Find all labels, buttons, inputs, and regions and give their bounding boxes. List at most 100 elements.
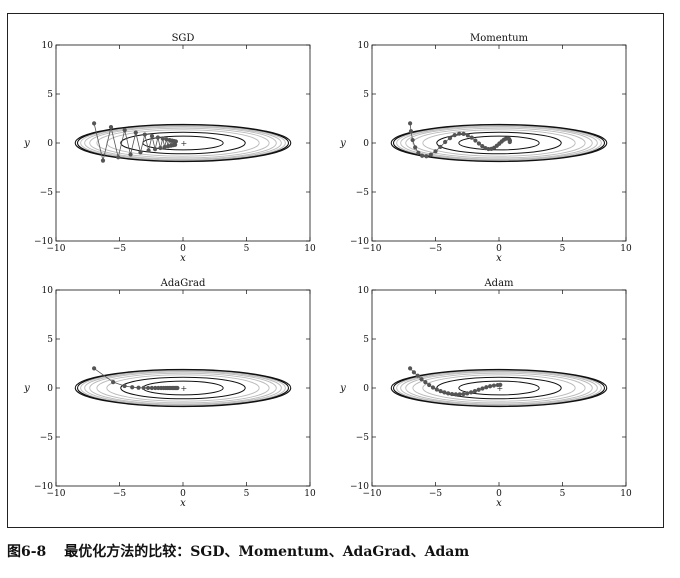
x-tick-label: −5 xyxy=(429,489,443,499)
optimizer-path-point xyxy=(173,142,178,147)
minimum-marker: + xyxy=(181,139,188,148)
optimizer-path-point xyxy=(410,137,415,143)
contour-line xyxy=(84,370,282,406)
optimizer-path-point xyxy=(145,385,151,391)
contour-line xyxy=(422,374,576,402)
figure-caption-text: 最优化方法的比较：SGD、Momentum、AdaGrad、Adam xyxy=(64,544,470,560)
x-axis-label: x xyxy=(496,498,502,509)
optimizer-path-point xyxy=(146,148,151,153)
y-axis-label: y xyxy=(23,383,30,394)
y-tick-label: −10 xyxy=(34,237,53,247)
optimizer-path-point xyxy=(434,387,439,392)
contour-lines xyxy=(390,368,608,408)
chart-panel-adam: + −10 −5 0 5 10 −10 −5 0 5 10 Adam x y xyxy=(339,278,632,509)
contour-line xyxy=(80,124,286,162)
chart-title: SGD xyxy=(172,33,195,44)
contour-line xyxy=(400,370,598,406)
y-tick-label: −10 xyxy=(34,482,53,492)
optimizer-path-point xyxy=(136,385,141,390)
optimizer-path-point xyxy=(141,385,146,391)
y-tick-label: 10 xyxy=(358,41,370,51)
optimizer-path-point xyxy=(158,145,163,151)
y-tick-label: 5 xyxy=(363,90,369,100)
optimizer-path-point xyxy=(423,380,428,385)
optimizer-path-point xyxy=(438,144,443,150)
x-tick-label: 5 xyxy=(560,489,566,499)
optimizer-path-point xyxy=(447,136,453,141)
y-tick-label: −5 xyxy=(40,433,54,443)
y-tick-label: 0 xyxy=(363,384,369,394)
contour-line xyxy=(412,127,586,159)
optimizer-path-point xyxy=(413,145,418,150)
chart-title: AdaGrad xyxy=(160,278,206,289)
chart-panel-adagrad: + −10 −5 0 5 10 −10 −5 0 5 10 AdaGrad x y xyxy=(23,278,316,509)
figure-frame: + −10 −5 0 5 10 −10 −5 0 5 10 SGD x y + −10 −5 0 5 10 −10 −5 0… xyxy=(7,13,664,528)
x-axis-label: x xyxy=(180,253,186,264)
x-tick-label: −5 xyxy=(113,489,127,499)
optimizer-path-point xyxy=(453,392,458,397)
x-tick-label: −10 xyxy=(363,244,382,254)
x-axis-label: x xyxy=(180,498,186,509)
optimizer-path-point xyxy=(449,391,455,397)
y-tick-label: −10 xyxy=(350,237,369,247)
optimizer-path-point xyxy=(164,137,169,142)
optimizer-path-point xyxy=(452,133,457,138)
optimizer-path-point xyxy=(480,144,485,149)
x-tick-label: 10 xyxy=(620,489,632,499)
optimizer-path-point xyxy=(484,385,489,390)
optimizer-path-point xyxy=(491,383,497,388)
contour-line xyxy=(436,131,562,155)
optimizer-path-point xyxy=(443,139,448,145)
x-tick-label: −5 xyxy=(429,244,443,254)
optimizer-path-point xyxy=(498,382,503,387)
optimizer-path-point xyxy=(142,132,147,137)
optimizer-path-point xyxy=(428,152,433,157)
optimizer-path-point xyxy=(465,133,470,138)
optimizer-path-point xyxy=(130,385,135,390)
y-tick-label: 10 xyxy=(42,286,54,296)
contour-lines xyxy=(74,123,292,163)
optimizer-path-point xyxy=(438,389,443,394)
chart-title: Adam xyxy=(483,278,514,289)
optimizer-path-point xyxy=(461,131,466,136)
contour-line xyxy=(89,126,277,160)
optimizer-path-point xyxy=(424,154,429,159)
optimizer-path-point xyxy=(100,158,106,163)
y-tick-label: 0 xyxy=(47,384,53,394)
x-tick-label: −10 xyxy=(47,489,66,499)
optimizer-path-point xyxy=(420,153,425,158)
optimizer-path-point xyxy=(457,131,462,136)
optimizer-path-point xyxy=(408,129,414,134)
x-tick-label: 5 xyxy=(244,489,250,499)
x-tick-label: 10 xyxy=(304,244,316,254)
optimizer-path-point xyxy=(415,373,420,378)
x-tick-label: 5 xyxy=(244,244,250,254)
optimizer-path-point xyxy=(419,377,424,382)
contour-line xyxy=(422,129,576,157)
contour-line xyxy=(412,372,586,404)
y-tick-label: 0 xyxy=(363,139,369,149)
optimizer-path-point xyxy=(457,392,462,397)
optimizer-path-point xyxy=(162,144,167,150)
optimizer-path-point xyxy=(122,383,127,389)
optimizer-path-point xyxy=(408,121,413,126)
x-tick-label: 0 xyxy=(180,244,186,254)
optimizer-path-point xyxy=(472,389,477,394)
optimizer-path-point xyxy=(480,386,485,391)
contour-lines xyxy=(390,123,608,163)
x-tick-label: 10 xyxy=(620,244,632,254)
contour-line xyxy=(390,123,608,163)
optimizer-path-point xyxy=(416,150,421,155)
optimizer-path-point xyxy=(507,139,512,145)
optimizer-path-point xyxy=(468,390,474,395)
contour-line xyxy=(120,131,246,155)
optimizer-path-point xyxy=(469,135,474,140)
optimizer-path-point xyxy=(155,135,160,140)
optimizer-path-point xyxy=(149,385,154,391)
optimizer-path-point xyxy=(488,384,493,389)
contour-line xyxy=(400,125,598,161)
optimizer-path-point xyxy=(108,125,114,130)
contour-line xyxy=(405,371,593,405)
x-tick-label: 10 xyxy=(304,489,316,499)
